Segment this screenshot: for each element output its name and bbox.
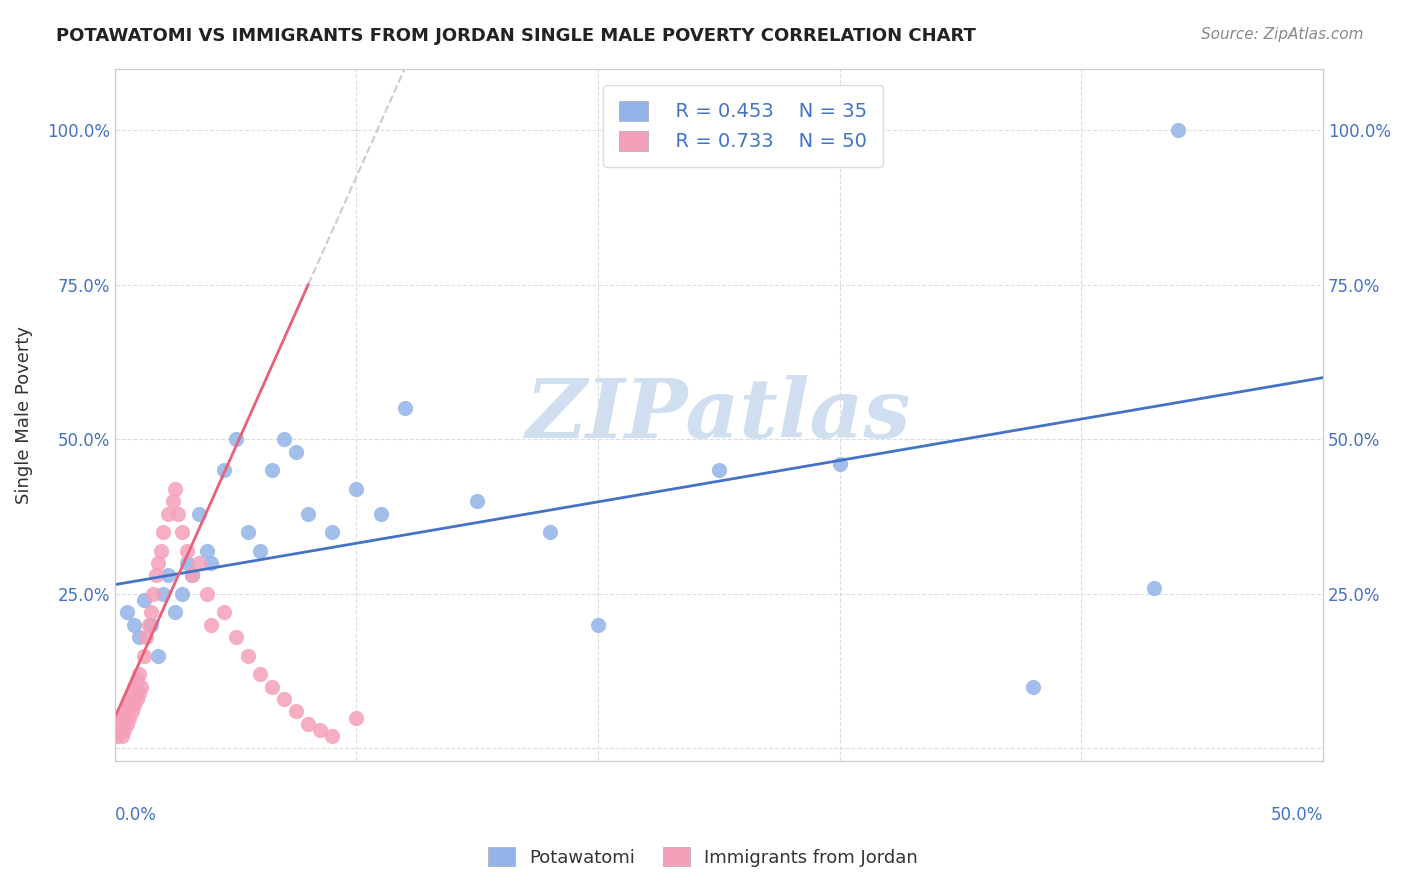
Point (394, 401, 416, 416)
Point (828, 457, 851, 471)
Point (176, 556, 198, 570)
Point (273, 433, 295, 447)
Point (285, 705, 308, 719)
Point (111, 729, 134, 743)
Point (188, 507, 211, 521)
Point (112, 705, 135, 719)
Point (128, 686, 150, 700)
Point (1143, 581, 1166, 595)
Point (115, 606, 138, 620)
Point (111, 710, 134, 724)
Point (112, 723, 135, 737)
Point (122, 680, 145, 694)
Point (1022, 680, 1045, 694)
Point (152, 587, 174, 601)
Point (181, 568, 204, 582)
Point (108, 723, 131, 737)
Point (121, 705, 143, 719)
Point (236, 525, 259, 540)
Point (128, 630, 150, 644)
Point (370, 507, 392, 521)
Point (156, 507, 179, 521)
Point (200, 556, 222, 570)
Point (172, 525, 194, 540)
Point (115, 716, 138, 731)
Point (125, 673, 148, 688)
Text: 50.0%: 50.0% (1271, 805, 1323, 824)
Point (273, 692, 295, 706)
Point (121, 686, 143, 700)
Point (139, 606, 162, 620)
Point (131, 680, 153, 694)
Point (309, 723, 332, 737)
Point (200, 617, 222, 632)
Point (225, 630, 247, 644)
Point (176, 543, 198, 558)
Point (145, 568, 167, 582)
Point (149, 543, 172, 558)
Point (122, 698, 145, 713)
Point (162, 494, 184, 508)
Point (707, 463, 730, 477)
Point (285, 444, 308, 458)
Text: ZIPatlas: ZIPatlas (526, 375, 911, 455)
Point (212, 606, 235, 620)
Point (122, 617, 145, 632)
Point (166, 507, 188, 521)
Point (125, 692, 148, 706)
Point (346, 710, 368, 724)
Point (195, 543, 218, 558)
Text: POTAWATOMI VS IMMIGRANTS FROM JORDAN SINGLE MALE POVERTY CORRELATION CHART: POTAWATOMI VS IMMIGRANTS FROM JORDAN SIN… (56, 27, 976, 45)
Point (188, 556, 211, 570)
Point (195, 587, 218, 601)
Point (260, 463, 283, 477)
Y-axis label: Single Male Poverty: Single Male Poverty (15, 326, 32, 504)
Point (260, 680, 283, 694)
Point (148, 648, 170, 663)
Point (465, 494, 488, 508)
Point (297, 716, 319, 731)
Point (249, 667, 271, 681)
Point (212, 463, 235, 477)
Point (225, 433, 247, 447)
Point (138, 617, 160, 632)
Point (165, 482, 187, 496)
Text: 0.0%: 0.0% (115, 805, 156, 824)
Point (108, 716, 131, 731)
Point (165, 606, 187, 620)
Point (181, 568, 204, 582)
Point (152, 525, 174, 540)
Point (346, 482, 368, 496)
Point (132, 648, 155, 663)
Point (1167, 123, 1189, 137)
Legend:   R = 0.453    N = 35,   R = 0.733    N = 50: R = 0.453 N = 35, R = 0.733 N = 50 (603, 85, 883, 167)
Point (321, 525, 343, 540)
Point (538, 525, 561, 540)
Point (115, 698, 138, 713)
Point (105, 729, 128, 743)
Point (118, 692, 141, 706)
Point (249, 543, 271, 558)
Point (132, 593, 155, 607)
Point (236, 648, 259, 663)
Point (118, 710, 141, 724)
Point (172, 587, 194, 601)
Point (148, 556, 170, 570)
Point (135, 630, 157, 644)
Text: Source: ZipAtlas.com: Source: ZipAtlas.com (1201, 27, 1364, 42)
Point (139, 617, 162, 632)
Point (128, 667, 150, 681)
Point (156, 568, 179, 582)
Legend: Potawatomi, Immigrants from Jordan: Potawatomi, Immigrants from Jordan (481, 840, 925, 874)
Point (142, 587, 165, 601)
Point (586, 617, 609, 632)
Point (321, 729, 343, 743)
Point (297, 507, 319, 521)
